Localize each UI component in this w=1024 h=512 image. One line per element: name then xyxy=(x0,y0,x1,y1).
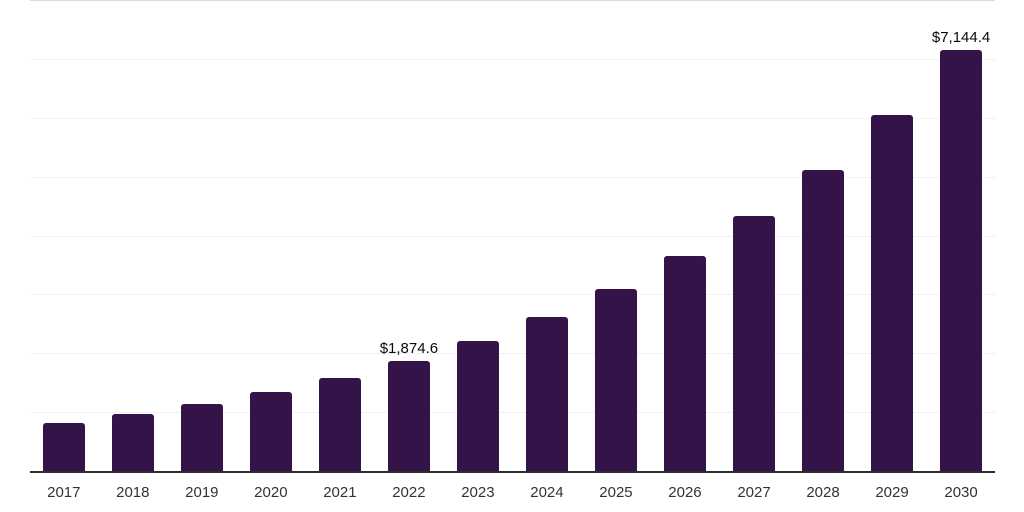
bar-2018 xyxy=(111,414,154,471)
x-axis-line xyxy=(30,471,995,473)
x-axis-label-2018: 2018 xyxy=(116,484,150,501)
x-axis-label-2026: 2026 xyxy=(668,484,702,501)
gridline-6000 xyxy=(30,117,995,119)
x-axis-label-2024: 2024 xyxy=(530,484,564,501)
x-axis-label-2027: 2027 xyxy=(737,484,771,501)
plot-area: $1,874.6 $7,144.4 xyxy=(30,0,995,473)
bar-2028 xyxy=(802,169,845,471)
x-axis-label-2023: 2023 xyxy=(461,484,495,501)
bar-2025 xyxy=(594,288,637,471)
bar-2029 xyxy=(871,115,914,471)
gridline-3000 xyxy=(30,294,995,296)
bar-2022 xyxy=(387,360,430,471)
bar-2026 xyxy=(663,255,706,471)
bar-2027 xyxy=(733,216,775,471)
x-axis-label-2025: 2025 xyxy=(599,484,633,501)
gridline-5000 xyxy=(30,176,995,178)
x-axis-label-2028: 2028 xyxy=(806,484,840,501)
bar-2019 xyxy=(180,404,223,471)
x-axis-label-2022: 2022 xyxy=(392,484,426,501)
bar-2020 xyxy=(249,392,292,471)
x-axis-label-2020: 2020 xyxy=(254,484,288,501)
bar-value-label-2022: $1,874.6 xyxy=(379,339,439,357)
gridline-4000 xyxy=(30,235,995,237)
gridline-8000 xyxy=(30,0,995,1)
x-axis-label-2029: 2029 xyxy=(875,484,909,501)
bar-2023 xyxy=(456,340,499,471)
x-axis-label-2021: 2021 xyxy=(323,484,357,501)
bar-2024 xyxy=(525,316,568,471)
x-axis-label-2030: 2030 xyxy=(944,484,978,501)
bar-2021 xyxy=(318,377,361,471)
x-axis-label-2017: 2017 xyxy=(47,484,81,501)
bar-2030 xyxy=(940,50,983,471)
gridline-2000 xyxy=(30,353,995,355)
bar-2017 xyxy=(42,423,85,471)
x-axis-label-2019: 2019 xyxy=(185,484,219,501)
gridline-1000 xyxy=(30,412,995,414)
bar-value-label-2030: $7,144.4 xyxy=(931,29,991,47)
gridline-7000 xyxy=(30,58,995,60)
